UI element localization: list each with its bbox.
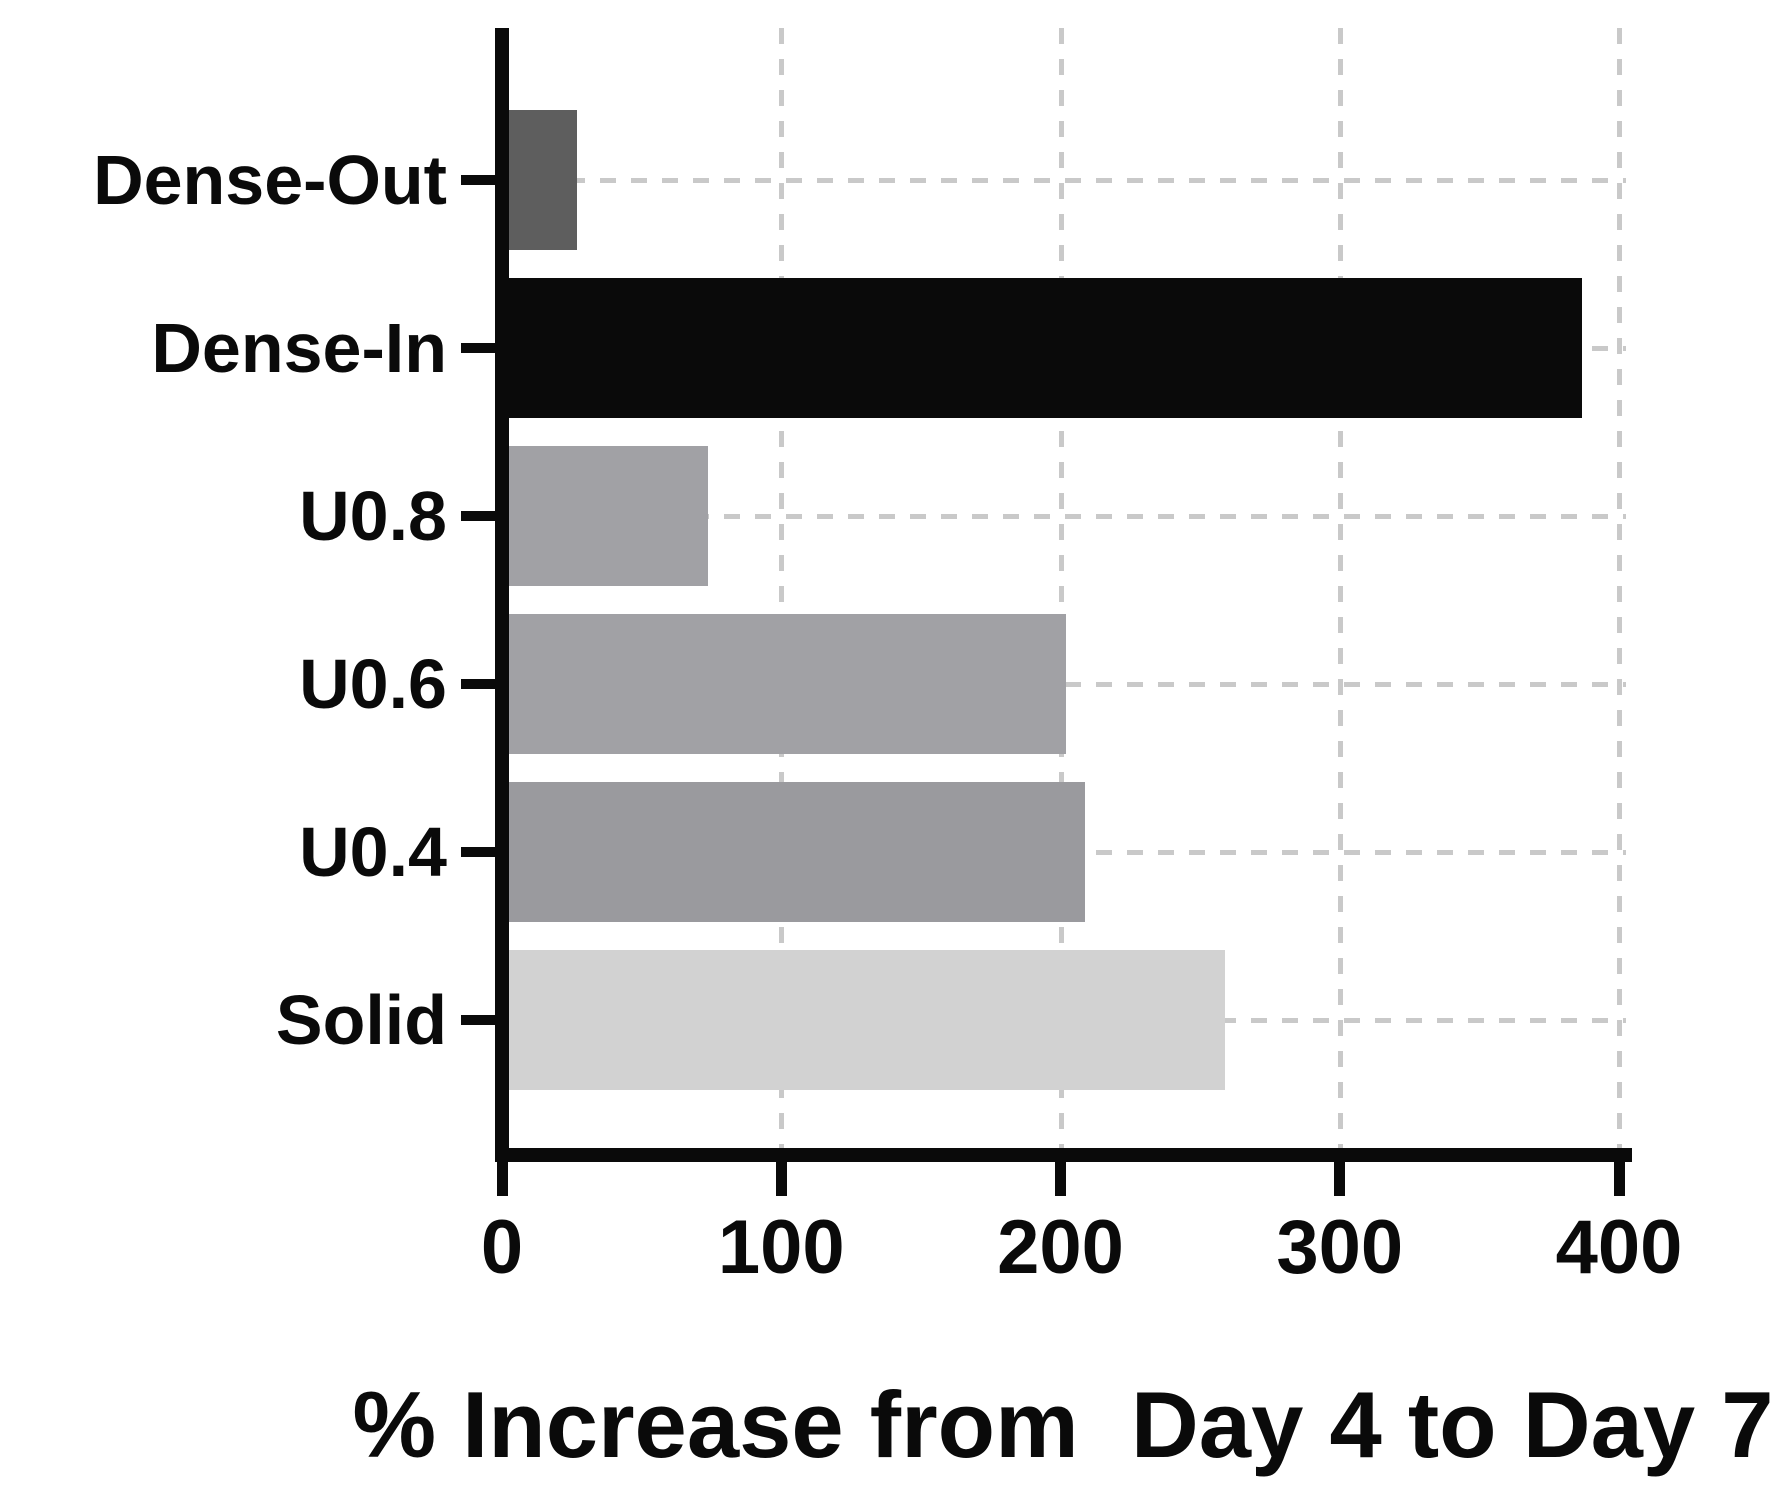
category-label-dense-in: Dense-In	[151, 309, 447, 387]
horizontal-gridline-u0-8	[507, 514, 1626, 519]
y-tick-dense-out	[461, 175, 495, 185]
bar-dense-in	[507, 278, 1582, 418]
x-tick-100	[775, 1162, 787, 1196]
x-axis-line	[495, 1148, 1632, 1162]
x-tick-label-100: 100	[717, 1205, 845, 1290]
bar-u0-6	[507, 614, 1066, 754]
y-axis-line	[495, 28, 509, 1162]
x-axis-title: % Increase from Day 4 to Day 7	[352, 1372, 1774, 1477]
y-tick-solid	[461, 1015, 495, 1025]
horizontal-gridline-u0-6	[507, 682, 1626, 687]
bar-dense-out	[507, 110, 577, 250]
bar-u0-8	[507, 446, 708, 586]
bar-u0-4	[507, 782, 1085, 922]
x-tick-label-200: 200	[997, 1205, 1124, 1290]
category-label-dense-out: Dense-Out	[93, 141, 447, 219]
x-tick-0	[496, 1162, 508, 1196]
bar-solid	[507, 950, 1225, 1090]
vertical-gridline-300	[1337, 28, 1343, 1148]
category-label-u0-4: U0.4	[299, 813, 447, 891]
vertical-gridline-400	[1617, 28, 1622, 1148]
x-tick-300	[1334, 1162, 1346, 1196]
y-tick-dense-in	[461, 343, 495, 353]
x-tick-label-0: 0	[480, 1205, 524, 1290]
category-label-u0-8: U0.8	[299, 477, 447, 555]
horizontal-gridline-dense-out	[507, 178, 1626, 183]
x-tick-200	[1055, 1162, 1066, 1196]
y-tick-u0-8	[461, 511, 495, 521]
category-label-u0-6: U0.6	[299, 645, 447, 723]
x-tick-label-400: 400	[1555, 1205, 1683, 1290]
x-tick-label-300: 300	[1276, 1205, 1404, 1290]
y-tick-u0-4	[461, 847, 495, 857]
x-tick-400	[1613, 1162, 1625, 1196]
vertical-gridline-200	[1058, 28, 1064, 1148]
y-tick-u0-6	[461, 679, 495, 689]
category-label-solid: Solid	[275, 981, 447, 1059]
vertical-gridline-100	[779, 28, 785, 1148]
